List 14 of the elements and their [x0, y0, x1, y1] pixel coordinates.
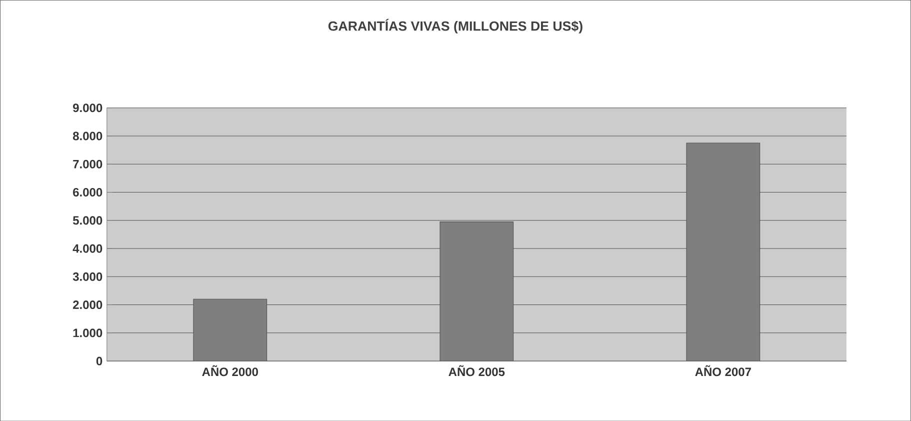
- y-tick-label: 4.000: [72, 244, 102, 253]
- y-tick-label: 9.000: [73, 103, 102, 112]
- y-tick-label: 1.000: [73, 328, 102, 338]
- y-tick-label: 0: [96, 356, 102, 366]
- y-tick-label: 7.000: [73, 160, 102, 168]
- x-tick-label: AÑO 2005: [448, 365, 505, 376]
- y-tick-label: 3.000: [72, 272, 102, 281]
- y-tick-label: 8.000: [72, 132, 102, 140]
- x-tick-label: AÑO 2007: [695, 365, 751, 376]
- chart-title: GARANTÍAS VIVAS (MILLONES DE US$): [328, 18, 582, 34]
- y-tick-label: 5.000: [72, 216, 102, 225]
- y-tick-label: 6.000: [73, 188, 102, 196]
- x-tick-label: AÑO 2000: [202, 365, 258, 376]
- y-tick-label: 2.000: [73, 300, 102, 309]
